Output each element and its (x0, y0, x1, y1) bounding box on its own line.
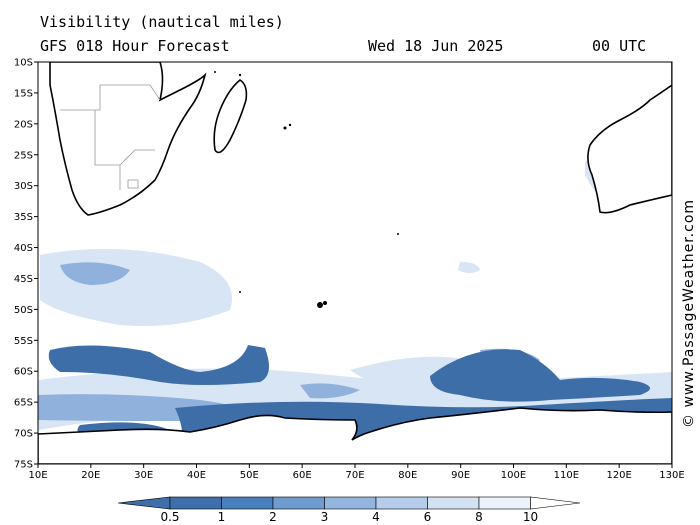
colorbar-label: 2 (269, 510, 277, 524)
colorbar-label: 4 (372, 510, 380, 524)
lat-label: 75S (14, 460, 33, 471)
africa-borders (60, 84, 161, 190)
lon-label: 100E (501, 470, 526, 481)
colorbar-label: 10 (523, 510, 538, 524)
lat-label: 30S (14, 181, 33, 192)
lon-label: 50E (240, 470, 259, 481)
lat-label: 25S (14, 150, 33, 161)
colorbar-segment (221, 496, 274, 510)
lat-label: 55S (14, 336, 33, 347)
forecast-time: 00 UTC (592, 37, 647, 55)
lat-label: 35S (14, 212, 33, 223)
colorbar-left-arrow (117, 496, 171, 510)
map-plot-area (38, 62, 672, 464)
visibility-colorbar: 0.5 1 2 3 4 6 8 10 (117, 496, 581, 524)
credit-text: © www.PassageWeather.com (681, 198, 697, 428)
colorbar-label: 3 (321, 510, 329, 524)
lon-label: 90E (451, 470, 470, 481)
islands (214, 71, 399, 308)
lon-label: 130E (659, 470, 684, 481)
lat-label: 45S (14, 274, 33, 285)
colorbar-segment (272, 496, 325, 510)
colorbar-label: 1 (218, 510, 226, 524)
antarctica-coastline (38, 407, 672, 464)
lon-label: 40E (187, 470, 206, 481)
lat-label: 70S (14, 429, 33, 440)
colorbar-segment (427, 496, 480, 510)
africa-coastline (49, 62, 207, 216)
lon-label: 60E (293, 470, 312, 481)
madagascar (213, 79, 248, 154)
lat-label: 15S (14, 88, 33, 99)
lon-label: 80E (398, 470, 417, 481)
latitude-axis: 10S 15S 20S 25S 30S 35S 40S 45S 50S 55S 60S 65S 70S 7… (14, 58, 38, 471)
lon-label: 110E (554, 470, 579, 481)
lat-label: 20S (14, 119, 33, 130)
forecast-label: GFS 018 Hour Forecast (40, 37, 230, 55)
lon-label: 20E (81, 470, 100, 481)
lat-label: 60S (14, 367, 33, 378)
lat-label: 50S (14, 305, 33, 316)
lat-label: 40S (14, 243, 33, 254)
colorbar-segment (169, 496, 222, 510)
lat-label: 10S (14, 58, 33, 69)
longitude-axis: 10E 20E 30E 40E 50E 60E 70E 80E 90E 100E 110E 120E 1… (28, 464, 685, 481)
lon-label: 70E (345, 470, 364, 481)
lon-label: 120E (606, 470, 631, 481)
colorbar-segment (324, 496, 377, 510)
colorbar-label: 8 (475, 510, 483, 524)
colorbar-right-arrow (530, 496, 581, 510)
lon-label: 30E (134, 470, 153, 481)
colorbar-label: 0.5 (160, 510, 179, 524)
lat-label: 65S (14, 398, 33, 409)
lon-label: 10E (28, 470, 47, 481)
map-title: Visibility (nautical miles) (40, 13, 284, 31)
colorbar-segment (478, 496, 531, 510)
colorbar-segment (375, 496, 428, 510)
australia-coastline (587, 62, 672, 214)
forecast-date: Wed 18 Jun 2025 (368, 37, 504, 55)
colorbar-label: 6 (424, 510, 432, 524)
